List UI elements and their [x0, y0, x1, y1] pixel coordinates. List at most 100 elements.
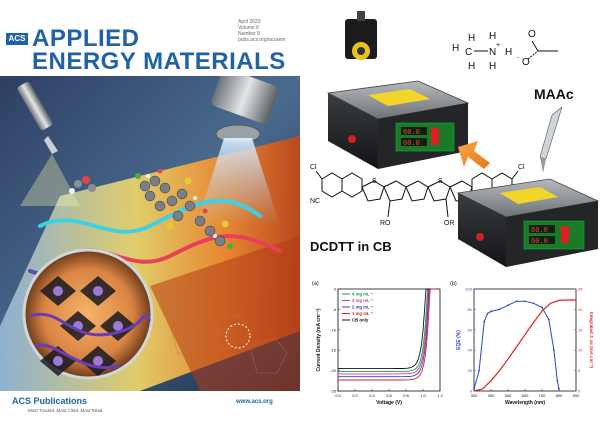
- svg-text:S: S: [438, 178, 443, 185]
- publisher-website: www.acs.org: [236, 399, 273, 405]
- dropper-icon: [345, 11, 377, 60]
- y-tick-label: -5: [332, 307, 336, 312]
- y-left-tick-label: 0: [470, 389, 473, 394]
- x-tick-label: 600: [522, 393, 529, 398]
- svg-text:H: H: [489, 31, 496, 42]
- acs-badge: ACS: [6, 33, 28, 45]
- svg-text:Cl: Cl: [518, 164, 525, 171]
- series-line: [338, 288, 434, 375]
- y-left-tick-label: 60: [468, 327, 473, 332]
- series-line-eqe: [473, 300, 560, 390]
- display-1a: 60.0: [403, 129, 420, 137]
- data-point-eqe: [556, 379, 559, 382]
- x-tick-label: 1.2: [437, 393, 443, 398]
- solvent-label: MAAc: [534, 86, 574, 102]
- svg-text:H: H: [468, 61, 475, 72]
- publisher-tagline: Most Trusted. Most Cited. Most Read.: [28, 408, 104, 413]
- series-line: [338, 288, 435, 381]
- y-right-axis-label: Integrated J_sc (mA cm⁻²): [589, 312, 594, 368]
- svg-text:O: O: [528, 29, 536, 40]
- series-line: [338, 288, 433, 372]
- svg-text:S: S: [372, 178, 377, 185]
- y-left-tick-label: 40: [468, 348, 473, 353]
- maac-structure: HHH C N+ HHH OO⁻: [452, 29, 558, 72]
- data-point-eqe: [553, 349, 555, 352]
- y-tick-label: -20: [330, 368, 337, 373]
- arrow-icon: [458, 141, 490, 169]
- x-tick-label: 800: [556, 393, 563, 398]
- cover-artwork: [0, 76, 300, 391]
- data-point-eqe: [483, 320, 486, 323]
- data-point-eqe: [524, 300, 526, 303]
- x-tick-label: 0.0: [335, 393, 341, 398]
- molecule-label: DCDTT in CB: [310, 239, 392, 254]
- svg-text:H: H: [505, 47, 512, 58]
- x-axis-label: Wavelength (nm): [505, 400, 545, 406]
- data-point-eqe: [532, 302, 535, 305]
- x-tick-label: 700: [539, 393, 546, 398]
- y-left-tick-label: 80: [468, 307, 473, 312]
- data-point-eqe: [507, 304, 509, 307]
- x-tick-label: 400: [488, 393, 495, 398]
- svg-text:+: +: [496, 42, 500, 49]
- display-1b: 60.0: [403, 140, 420, 148]
- data-point-eqe: [478, 369, 480, 372]
- series-line-jsc: [473, 299, 576, 392]
- display-2b: 60.0: [531, 238, 548, 246]
- y-tick-label: -10: [330, 327, 337, 332]
- x-tick-label: 0.2: [352, 393, 358, 398]
- journal-title-line1: APPLIED: [32, 25, 140, 52]
- x-tick-label: 1.0: [420, 393, 426, 398]
- jv-chart: (a) 0.0 0.2 0.4 0.6 0.8 1.0 1.2 0 -5 -10 -15 -20 -25 V…: [312, 281, 444, 406]
- y-right-tick-label: 20: [578, 307, 583, 312]
- svg-text:O: O: [522, 57, 530, 68]
- cover-footer: ACS Publications Most Trusted. Most Cite…: [0, 391, 300, 418]
- x-tick-label: 300: [471, 393, 478, 398]
- panel-label: (b): [450, 281, 457, 287]
- series-line: [338, 288, 435, 378]
- svg-text:H: H: [489, 61, 496, 72]
- series-line: [338, 288, 431, 370]
- data-point-eqe: [558, 388, 560, 390]
- pipette-icon: [539, 106, 563, 173]
- legend-label: 4 mg mL⁻¹: [352, 292, 374, 297]
- legend-label: 3 mg mL⁻¹: [352, 298, 374, 303]
- y-tick-label: -25: [330, 389, 337, 394]
- panel-label: (a): [312, 281, 319, 287]
- data-point-eqe: [515, 300, 518, 303]
- data-point-eqe: [490, 310, 492, 313]
- plot-frame: [473, 288, 577, 392]
- pipette-icon: [17, 81, 80, 206]
- scheme-illustration: 60.0 60.0 HHH C N+ HHH OO⁻ MAAc: [310, 11, 600, 406]
- hot-plate-2: 60.0 60.0: [456, 178, 600, 267]
- data-point-eqe: [498, 308, 501, 311]
- y-right-tick-label: 15: [578, 327, 583, 332]
- x-tick-label: 500: [505, 393, 512, 398]
- spray-nozzle-icon: [196, 76, 280, 226]
- y-left-tick-label: 100: [465, 287, 472, 292]
- y-tick-label: -15: [330, 348, 337, 353]
- svg-text:⁻: ⁻: [516, 56, 520, 63]
- y-tick-label: 0: [334, 287, 337, 292]
- y-right-tick-label: 10: [578, 348, 583, 353]
- eqe-chart: (b)300 400 500 600 700 800 9000204060801000510…: [450, 281, 594, 406]
- data-point-eqe: [486, 312, 489, 315]
- x-tick-label: 0.8: [403, 393, 409, 398]
- x-axis-label: Voltage (V): [376, 400, 402, 406]
- y-right-tick-label: 0: [578, 389, 581, 394]
- y-left-tick-label: 20: [468, 368, 473, 373]
- y-right-tick-label: 25: [578, 287, 583, 292]
- hot-plate-1: 60.0 60.0: [326, 80, 470, 169]
- data-point-eqe: [547, 318, 550, 321]
- journal-title-line2: ENERGY MATERIALS: [32, 48, 286, 75]
- cover-header: ACS APPLIED ENERGY MATERIALS April 2023 …: [0, 11, 300, 75]
- svg-text:OR: OR: [444, 220, 455, 227]
- data-point-eqe: [541, 306, 543, 309]
- legend-label: 1 mg mL⁻¹: [352, 311, 374, 316]
- issue-info: April 2023 Volume 6 Number 8 pubs.acs.or…: [238, 19, 286, 43]
- journal-cover: ACS APPLIED ENERGY MATERIALS April 2023 …: [0, 11, 300, 418]
- x-tick-label: 0.4: [369, 393, 375, 398]
- svg-text:RO: RO: [380, 220, 391, 227]
